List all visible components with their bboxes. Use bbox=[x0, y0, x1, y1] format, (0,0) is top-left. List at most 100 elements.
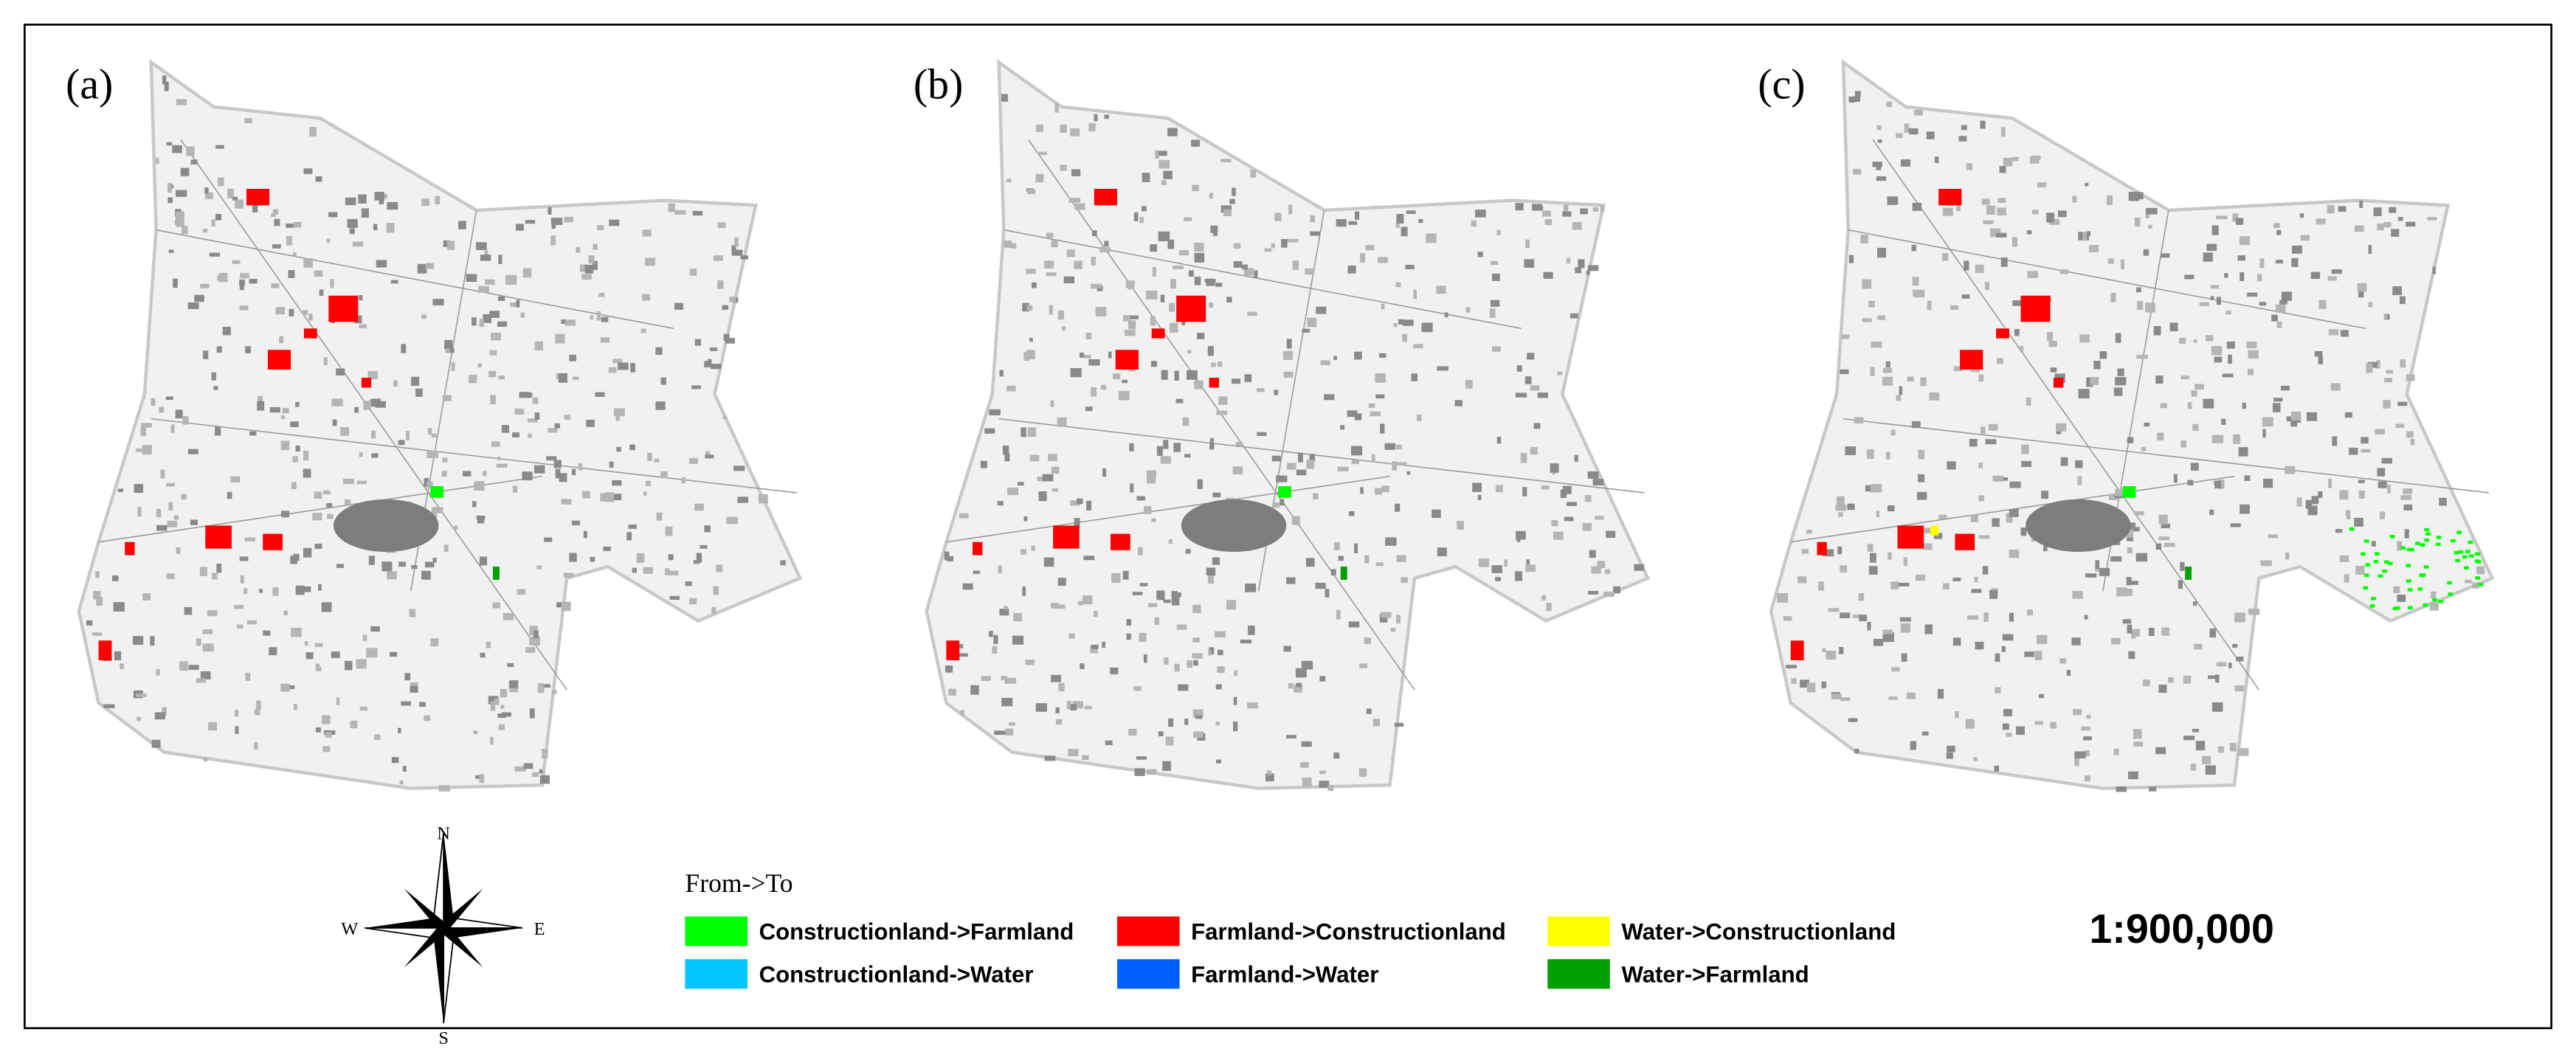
change-patch bbox=[2375, 552, 2380, 556]
settlement bbox=[497, 456, 501, 461]
settlement bbox=[1877, 315, 1886, 320]
settlement bbox=[1964, 260, 1969, 271]
settlement bbox=[1839, 646, 1844, 654]
settlement bbox=[1083, 556, 1095, 561]
settlement bbox=[534, 412, 540, 420]
settlement bbox=[290, 421, 299, 427]
legend-swatch bbox=[685, 959, 748, 989]
settlement bbox=[449, 347, 455, 353]
settlement bbox=[1477, 494, 1482, 501]
settlement bbox=[140, 427, 147, 437]
settlement bbox=[1995, 687, 2001, 693]
settlement bbox=[2373, 207, 2382, 217]
settlement bbox=[1257, 432, 1267, 436]
settlement bbox=[2403, 488, 2413, 494]
settlement bbox=[597, 225, 604, 230]
change-patch bbox=[1278, 486, 1291, 498]
settlement bbox=[503, 613, 514, 620]
settlement bbox=[186, 146, 195, 156]
settlement bbox=[1896, 395, 1901, 401]
settlement bbox=[344, 499, 351, 505]
settlement bbox=[1055, 707, 1060, 713]
settlement bbox=[2014, 329, 2020, 336]
settlement bbox=[1170, 279, 1176, 289]
settlement bbox=[1192, 184, 1199, 192]
change-patch bbox=[2468, 540, 2473, 544]
settlement bbox=[386, 223, 395, 233]
settlement bbox=[2359, 200, 2363, 208]
settlement bbox=[1970, 514, 1978, 522]
settlement bbox=[2314, 350, 2323, 357]
settlement bbox=[2279, 300, 2287, 305]
settlement bbox=[1025, 660, 1035, 665]
settlement bbox=[1134, 768, 1145, 776]
settlement bbox=[628, 525, 637, 529]
settlement bbox=[1209, 193, 1213, 199]
settlement bbox=[300, 586, 311, 592]
settlement bbox=[559, 473, 567, 482]
settlement bbox=[515, 224, 524, 231]
settlement bbox=[1999, 166, 2006, 173]
settlement bbox=[1401, 226, 1408, 237]
settlement bbox=[326, 238, 331, 243]
settlement bbox=[322, 490, 331, 495]
settlement bbox=[1983, 612, 1989, 622]
settlement bbox=[2099, 351, 2107, 359]
settlement bbox=[2037, 182, 2047, 188]
settlement bbox=[1587, 471, 1599, 479]
urban-core bbox=[333, 499, 439, 553]
settlement bbox=[354, 406, 359, 413]
settlement bbox=[2113, 387, 2123, 396]
settlement bbox=[490, 701, 496, 711]
settlement bbox=[2244, 475, 2251, 481]
settlement bbox=[2012, 237, 2017, 247]
settlement bbox=[563, 572, 574, 578]
settlement bbox=[1859, 615, 1868, 622]
settlement bbox=[2191, 390, 2197, 397]
settlement bbox=[2167, 677, 2174, 683]
road bbox=[1004, 229, 1522, 330]
settlement bbox=[2034, 651, 2043, 660]
settlement bbox=[1072, 701, 1083, 709]
settlement bbox=[309, 127, 317, 137]
settlement bbox=[2110, 556, 2122, 562]
change-patch bbox=[1053, 525, 1080, 549]
settlement bbox=[1996, 232, 2007, 238]
settlement bbox=[1524, 259, 1535, 268]
settlement bbox=[2240, 236, 2251, 246]
settlement bbox=[1150, 316, 1156, 326]
settlement bbox=[331, 398, 343, 406]
settlement bbox=[1831, 693, 1842, 700]
settlement bbox=[2202, 755, 2211, 764]
change-patch bbox=[2414, 541, 2420, 545]
settlement bbox=[1908, 128, 1919, 135]
settlement bbox=[1125, 280, 1135, 288]
settlement bbox=[2074, 751, 2086, 758]
legend-swatch bbox=[1547, 959, 1610, 989]
settlement bbox=[1340, 425, 1345, 430]
settlement bbox=[2161, 523, 2170, 529]
settlement bbox=[1142, 206, 1147, 212]
settlement bbox=[2306, 412, 2317, 421]
settlement bbox=[441, 471, 447, 477]
settlement bbox=[256, 700, 261, 710]
settlement bbox=[1496, 436, 1502, 444]
settlement bbox=[1226, 297, 1232, 302]
settlement bbox=[2387, 484, 2391, 494]
settlement bbox=[550, 218, 563, 225]
settlement bbox=[1541, 485, 1550, 490]
settlement bbox=[665, 526, 673, 536]
settlement bbox=[1983, 220, 1994, 224]
settlement bbox=[1182, 417, 1189, 426]
settlement bbox=[2145, 302, 2155, 313]
settlement bbox=[2247, 292, 2258, 297]
settlement bbox=[569, 354, 576, 361]
settlement bbox=[656, 512, 663, 521]
settlement bbox=[2248, 609, 2260, 615]
settlement bbox=[2211, 225, 2219, 235]
settlement bbox=[1994, 765, 2000, 772]
settlement bbox=[1281, 239, 1288, 248]
settlement bbox=[154, 712, 165, 720]
settlement bbox=[2397, 541, 2403, 551]
settlement bbox=[1122, 315, 1130, 322]
